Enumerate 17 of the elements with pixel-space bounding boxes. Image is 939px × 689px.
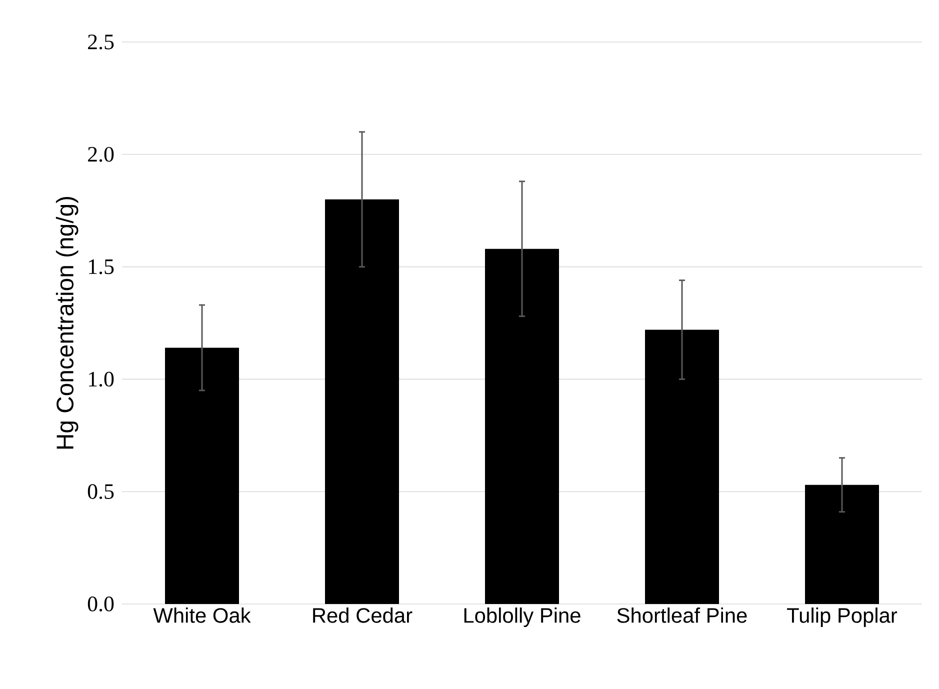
y-tick-label: 0.0 [88,596,114,612]
x-tick-label: Tulip Poplar [787,608,898,628]
bar [645,330,720,604]
x-tick-label: Red Cedar [313,608,412,623]
x-tick-label: Shortleaf Pine [617,608,747,623]
y-tick-label: 0.5 [88,484,114,500]
y-tick-label: 1.0 [89,372,114,387]
bar [325,199,399,604]
y-tick-label: 1.5 [89,259,114,274]
y-tick-label: 2.5 [88,34,114,50]
bar [805,484,880,604]
y-tick-label: 2.0 [88,146,114,162]
x-tick-label: Loblolly Pine [464,608,580,628]
y-axis-title: Hg Concentration (ng/g) [56,196,78,449]
x-tick-label: White Oak [153,608,251,623]
bar [165,348,239,604]
bar [485,248,560,604]
